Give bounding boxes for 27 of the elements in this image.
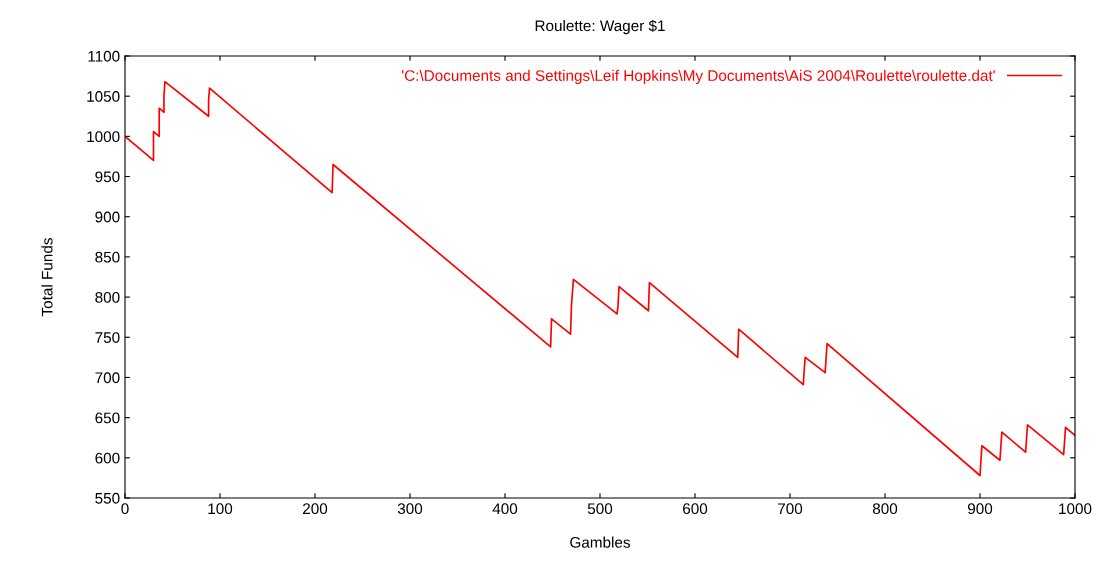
y-tick-label: 750 [95, 332, 120, 343]
x-tick-label: 400 [492, 503, 518, 515]
y-tick-label: 1050 [87, 91, 120, 102]
x-tick-label: 100 [208, 503, 233, 515]
y-tick-label: 600 [95, 452, 120, 464]
x-tick-label: 600 [683, 503, 708, 515]
y-tick-label: 950 [95, 171, 120, 183]
x-tick-label: 700 [778, 503, 803, 515]
x-tick-label: 800 [872, 503, 898, 515]
y-tick-label: 700 [95, 372, 120, 384]
x-tick-label: 0 [121, 503, 129, 515]
y-axis-title: Total Funds [41, 238, 53, 317]
x-tick-label: 300 [397, 503, 423, 515]
y-tick-label: 900 [95, 211, 120, 223]
y-tick-label: 1100 [88, 50, 120, 62]
y-tick-label: 550 [95, 492, 120, 504]
x-axis-title: Gambles [570, 536, 631, 548]
x-tick-label: 900 [967, 503, 993, 515]
y-tick-label: 650 [95, 412, 120, 424]
x-tick-label: 1000 [1059, 503, 1092, 515]
y-tick-label: 850 [95, 251, 120, 263]
x-tick-label: 500 [587, 503, 613, 515]
chart-title: Roulette: Wager $1 [535, 19, 665, 35]
x-tick-label: 200 [303, 503, 328, 515]
y-tick-label: 800 [95, 291, 120, 303]
legend-label: 'C:\Documents and Settings\Leif Hopkins\My Documents\AiS 2004\Roulette\roulette.dat' [402, 69, 995, 84]
y-tick-label: 1000 [87, 131, 120, 143]
